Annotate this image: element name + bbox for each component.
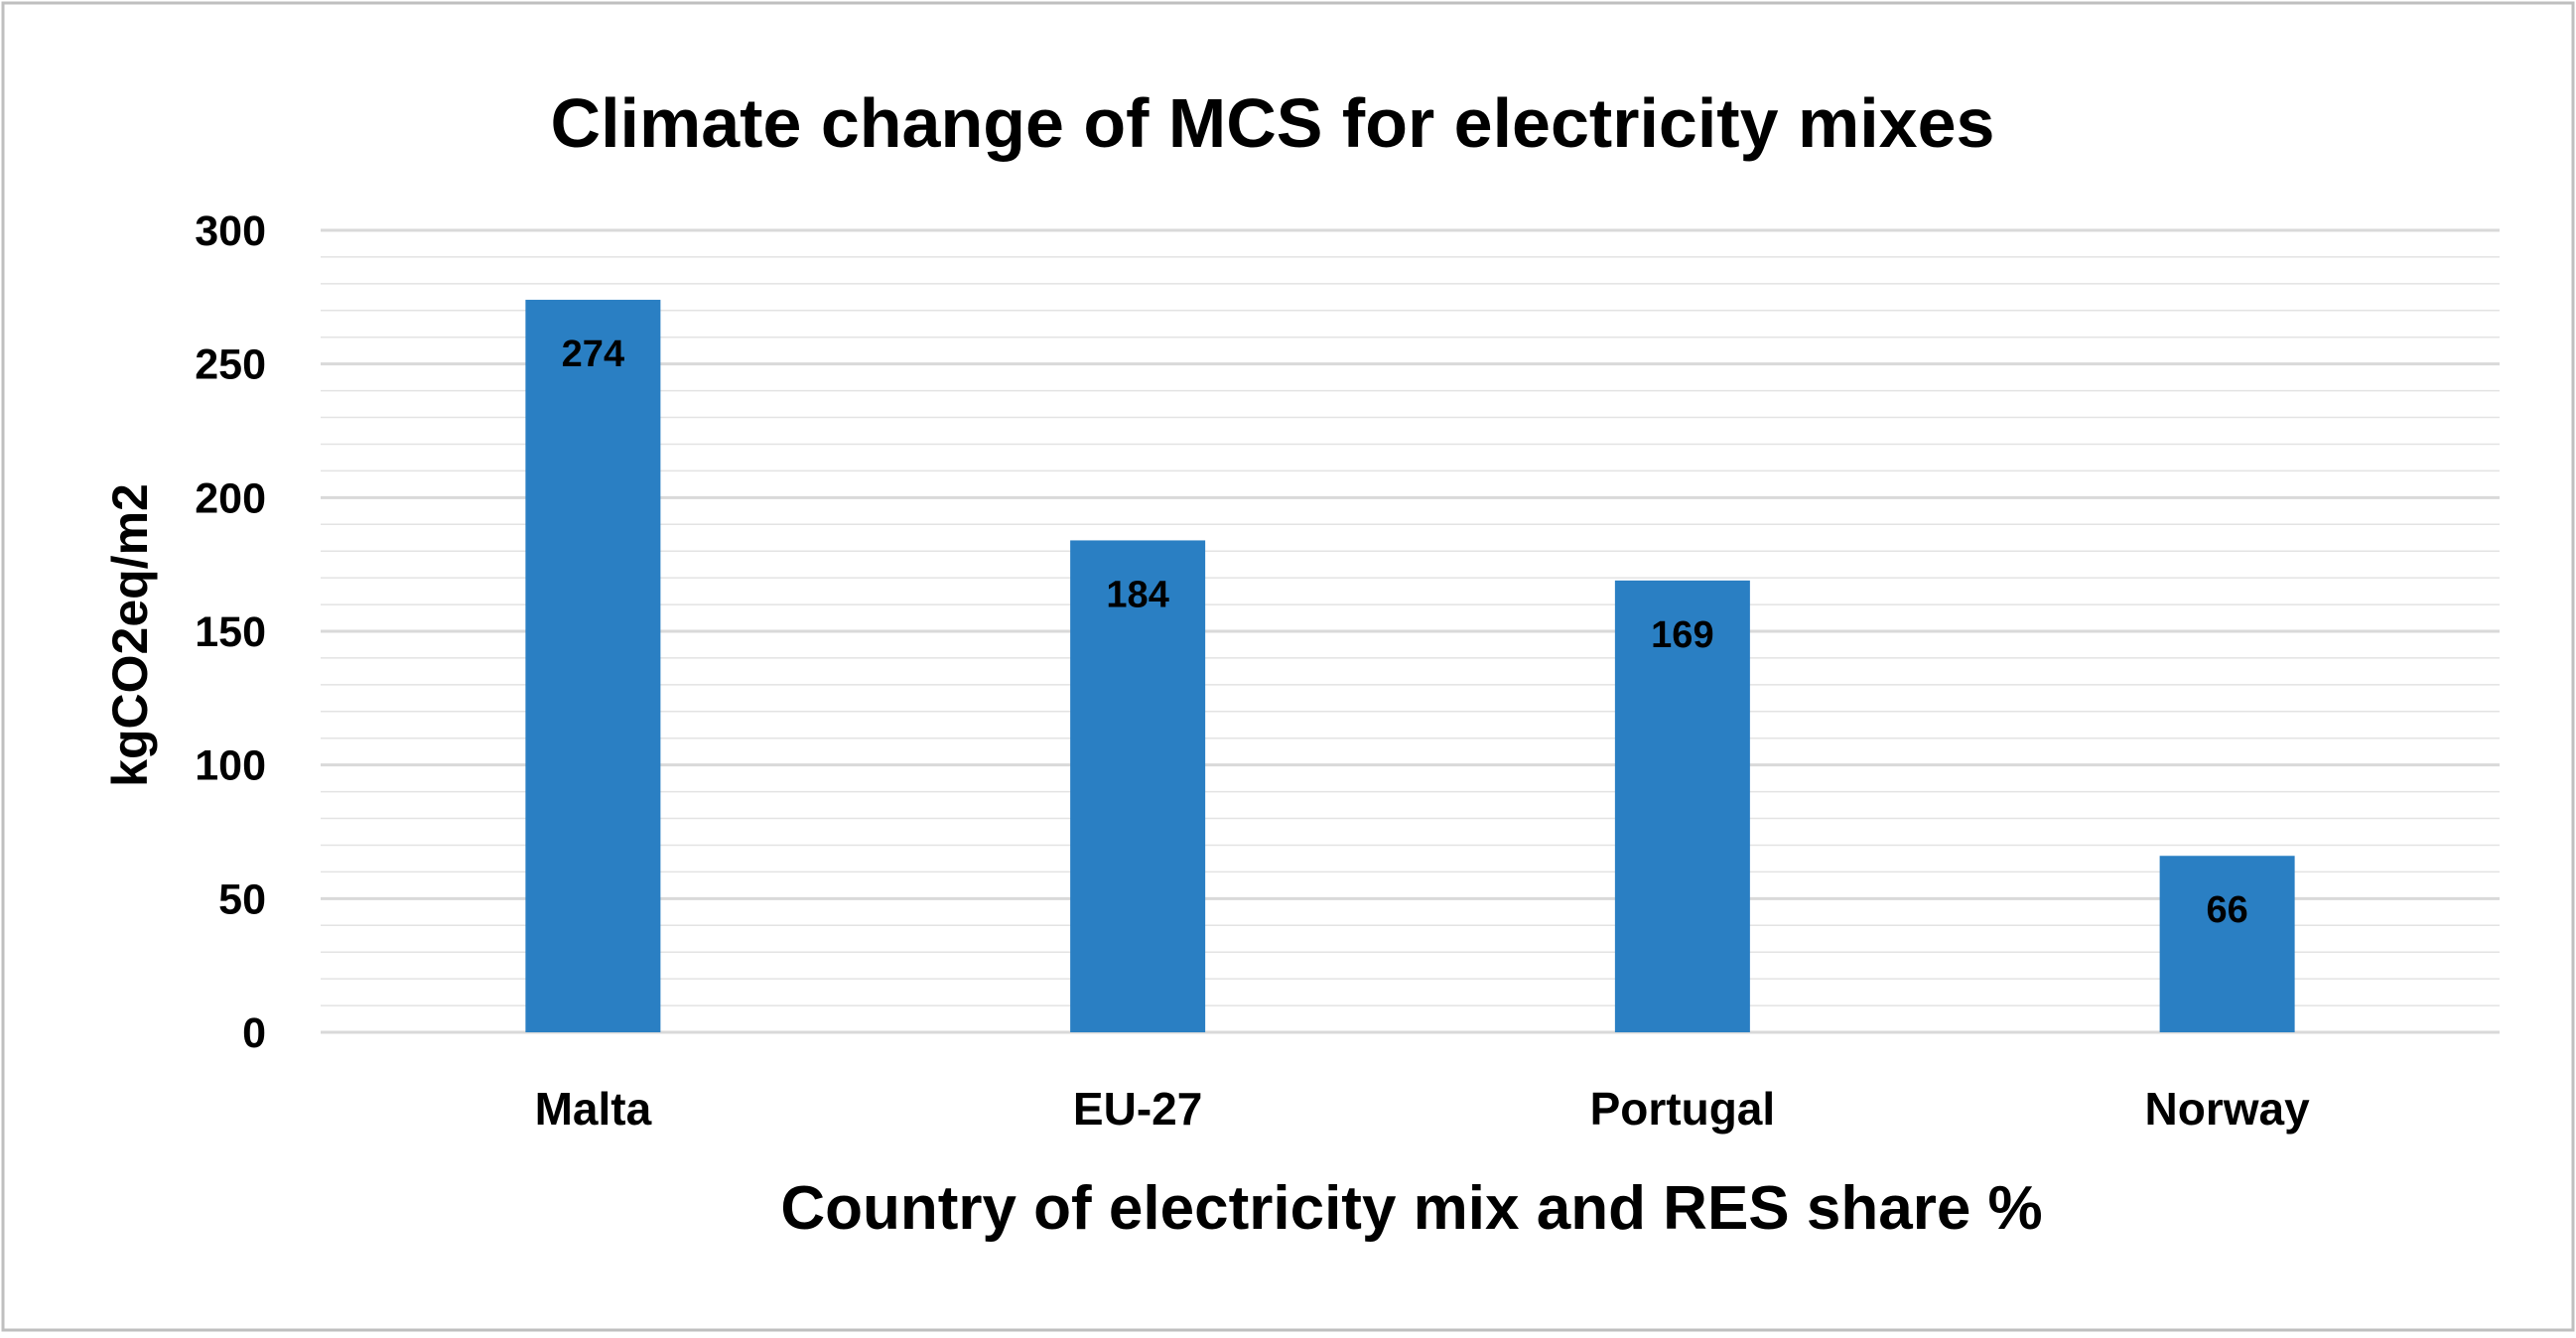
y-axis-ticks: 0 50 100 150 200 250 300: [195, 207, 266, 1057]
x-category-label: Malta: [535, 1083, 652, 1135]
x-axis-title: Country of electricity mix and RES share…: [780, 1174, 2042, 1243]
bar: [525, 300, 661, 1032]
x-axis-categories: Malta EU-27 Portugal Norway: [535, 1083, 2311, 1135]
y-tick-label: 50: [218, 875, 266, 923]
gridlines: [321, 228, 2500, 1034]
y-tick-label: 250: [195, 341, 266, 389]
bar: [2159, 856, 2295, 1032]
chart-title: Climate change of MCS for electricity mi…: [551, 84, 1995, 162]
x-category-label: Portugal: [1590, 1083, 1776, 1135]
y-tick-label: 0: [242, 1009, 266, 1057]
data-label: 184: [1106, 574, 1168, 615]
y-axis-title: kgCO2eq/m2: [102, 483, 158, 787]
data-label: 274: [562, 334, 624, 375]
bar: [1070, 540, 1206, 1032]
x-category-label: Norway: [2145, 1083, 2311, 1135]
y-tick-label: 200: [195, 474, 266, 522]
data-label: 66: [2206, 889, 2247, 931]
y-tick-label: 100: [195, 742, 266, 790]
bar: [1614, 580, 1750, 1032]
data-label: 169: [1651, 614, 1713, 656]
bars: 274 184 169 66: [525, 300, 2295, 1032]
x-category-label: EU-27: [1073, 1083, 1202, 1135]
y-tick-label: 150: [195, 608, 266, 656]
y-tick-label: 300: [195, 207, 266, 255]
